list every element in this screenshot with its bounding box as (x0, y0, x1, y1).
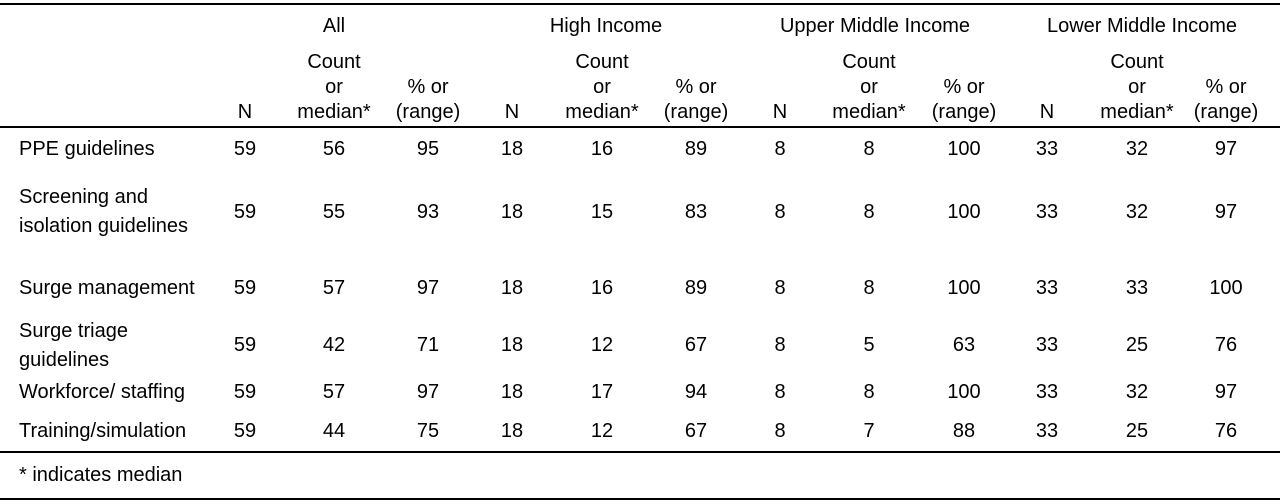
table-cell: 63 (952, 334, 976, 356)
subheader-percent-or-range: % or (range) (1193, 76, 1259, 123)
row-label: Surge triage guidelines (19, 319, 128, 371)
table-bottom-rule (0, 451, 1280, 453)
table-cell: 33 (1035, 277, 1059, 299)
table-cell: 97 (1214, 200, 1238, 223)
table-cell: 76 (1214, 334, 1238, 356)
subheader-n: N (504, 101, 520, 123)
subheader-n: N (1039, 101, 1055, 123)
table-cell: 56 (322, 138, 346, 160)
table-cell: 97 (1214, 380, 1238, 403)
table-cell: 18 (500, 277, 524, 299)
table-cell: 18 (500, 380, 524, 403)
table-cell: 100 (947, 200, 981, 223)
table-cell: 59 (233, 419, 257, 442)
table-cell: 71 (416, 334, 440, 356)
subheader-percent-or-range: % or (range) (663, 76, 729, 123)
table-cell: 94 (684, 380, 708, 403)
table-cell: 59 (233, 334, 257, 356)
table-cell: 33 (1035, 200, 1059, 223)
table-cell: 42 (322, 334, 346, 356)
table-cell: 5 (863, 334, 875, 356)
table-footnote: * indicates median (19, 464, 183, 486)
table-cell: 17 (590, 380, 614, 403)
table-cell: 75 (416, 419, 440, 442)
table-cell: 67 (684, 419, 708, 442)
subheader-percent-or-range: % or (range) (395, 76, 461, 123)
row-label: Workforce/ staffing (19, 380, 185, 403)
table-cell: 25 (1125, 419, 1149, 442)
table-cell: 7 (863, 419, 875, 442)
row-label: Surge management (19, 277, 195, 299)
table-cell: 44 (322, 419, 346, 442)
table-cell: 18 (500, 419, 524, 442)
subheader-count-or-median: Count or median* (832, 51, 906, 123)
table-cell: 97 (1214, 138, 1238, 160)
table-cell: 18 (500, 200, 524, 223)
table-cell: 97 (416, 277, 440, 299)
header-bottom-rule (0, 126, 1280, 128)
table-cell: 33 (1035, 419, 1059, 442)
table-cell: 57 (322, 277, 346, 299)
table-cell: 97 (416, 380, 440, 403)
table-cell: 59 (233, 200, 257, 223)
table-cell: 100 (1209, 277, 1243, 299)
table-cell: 8 (774, 138, 786, 160)
table-cell: 15 (590, 200, 614, 223)
row-label: PPE guidelines (19, 138, 155, 160)
table-cell: 8 (774, 334, 786, 356)
table-cell: 8 (863, 200, 875, 223)
group-header-upper-middle-income: Upper Middle Income (779, 15, 971, 37)
table-cell: 32 (1125, 138, 1149, 160)
table-cell: 57 (322, 380, 346, 403)
table-cell: 18 (500, 138, 524, 160)
table-cell: 8 (863, 380, 875, 403)
table-cell: 59 (233, 277, 257, 299)
table-cell: 100 (947, 380, 981, 403)
table-cell: 67 (684, 334, 708, 356)
subheader-n: N (772, 101, 788, 123)
table-cell: 8 (774, 380, 786, 403)
group-header-all: All (322, 15, 346, 37)
table-cell: 89 (684, 277, 708, 299)
table-cell: 8 (863, 277, 875, 299)
table-cell: 95 (416, 138, 440, 160)
table-cell: 59 (233, 138, 257, 160)
table-cell: 12 (590, 419, 614, 442)
table-cell: 33 (1035, 138, 1059, 160)
table-cell: 12 (590, 334, 614, 356)
row-label: Training/simulation (19, 419, 187, 442)
table-cell: 100 (947, 277, 981, 299)
table-top-rule (0, 3, 1280, 5)
table-cell: 8 (774, 277, 786, 299)
table-cell: 100 (947, 138, 981, 160)
table-cell: 32 (1125, 380, 1149, 403)
subheader-n: N (237, 101, 253, 123)
group-header-high-income: High Income (549, 15, 663, 37)
table-cell: 59 (233, 380, 257, 403)
subheader-count-or-median: Count or median* (297, 51, 371, 123)
table-cell: 8 (863, 138, 875, 160)
table-cell: 8 (774, 200, 786, 223)
subheader-percent-or-range: % or (range) (931, 76, 997, 123)
table-cell: 93 (416, 200, 440, 223)
table-cell: 55 (322, 200, 346, 223)
row-label: Screening and isolation guidelines (19, 186, 189, 237)
table-cell: 33 (1035, 380, 1059, 403)
table-cell: 76 (1214, 419, 1238, 442)
table-cell: 16 (590, 138, 614, 160)
table-cell: 18 (500, 334, 524, 356)
table-cell: 89 (684, 138, 708, 160)
footnote-bottom-rule (0, 498, 1280, 500)
subheader-count-or-median: Count or median* (565, 51, 639, 123)
table-cell: 83 (684, 200, 708, 223)
table-cell: 33 (1125, 277, 1149, 299)
table-cell: 33 (1035, 334, 1059, 356)
table-cell: 32 (1125, 200, 1149, 223)
table-cell: 16 (590, 277, 614, 299)
subheader-count-or-median: Count or median* (1100, 51, 1174, 123)
table-cell: 88 (952, 419, 976, 442)
group-header-lower-middle-income: Lower Middle Income (1046, 15, 1238, 37)
table-cell: 25 (1125, 334, 1149, 356)
table-cell: 8 (774, 419, 786, 442)
